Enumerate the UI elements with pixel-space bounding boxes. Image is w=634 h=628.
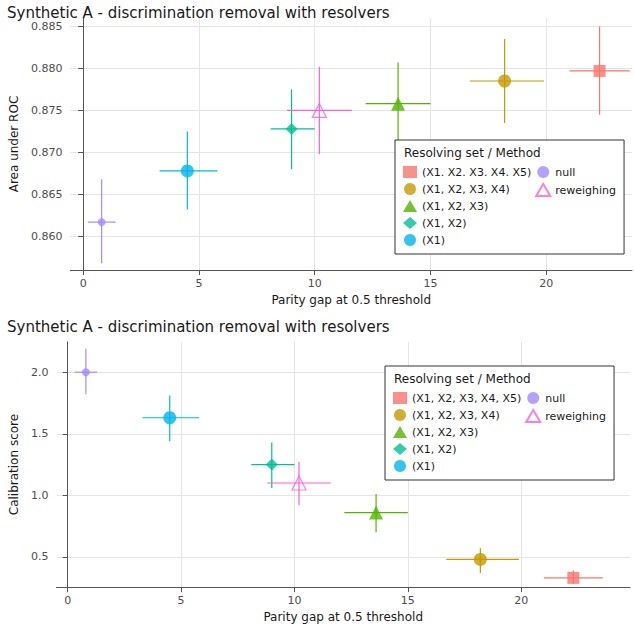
svg-text:10: 10 <box>308 277 322 290</box>
svg-text:null: null <box>555 166 575 179</box>
svg-text:0: 0 <box>64 594 71 607</box>
svg-text:(X1, X2): (X1, X2) <box>422 217 467 230</box>
svg-text:10: 10 <box>287 594 301 607</box>
svg-text:0.870: 0.870 <box>31 146 63 159</box>
svg-text:0.865: 0.865 <box>31 188 63 201</box>
svg-text:Calibration score: Calibration score <box>7 414 21 515</box>
svg-text:(X1, X2, X3): (X1, X2, X3) <box>422 200 488 213</box>
svg-text:5: 5 <box>195 277 202 290</box>
svg-text:Parity gap at 0.5 threshold: Parity gap at 0.5 threshold <box>271 293 431 307</box>
svg-text:Parity gap at 0.5 threshold: Parity gap at 0.5 threshold <box>263 610 423 624</box>
svg-text:0.875: 0.875 <box>31 104 63 117</box>
svg-text:0: 0 <box>80 277 87 290</box>
svg-text:1.0: 1.0 <box>31 489 49 502</box>
svg-text:20: 20 <box>539 277 553 290</box>
svg-text:Resolving set / Method: Resolving set / Method <box>404 146 541 160</box>
svg-text:0.880: 0.880 <box>31 62 63 75</box>
svg-text:(X1, X2, X3, X4): (X1, X2, X3, X4) <box>412 409 500 422</box>
svg-text:20: 20 <box>514 594 528 607</box>
svg-text:Synthetic A - discrimination r: Synthetic A - discrimination removal wit… <box>7 318 390 336</box>
svg-text:(X1, X2, X3, X4): (X1, X2, X3, X4) <box>422 183 510 196</box>
svg-text:(X1. X2. X3. X4. X5): (X1. X2. X3. X4. X5) <box>422 166 531 179</box>
svg-text:reweighing: reweighing <box>555 184 616 197</box>
svg-text:(X1, X2, X3, X4, X5): (X1, X2, X3, X4, X5) <box>412 392 521 405</box>
svg-text:null: null <box>545 392 565 405</box>
svg-text:Synthetic A - discrimination r: Synthetic A - discrimination removal wit… <box>7 4 390 22</box>
svg-text:2.0: 2.0 <box>31 366 49 379</box>
svg-text:15: 15 <box>424 277 438 290</box>
svg-text:0.885: 0.885 <box>31 20 63 33</box>
svg-text:(X1, X2): (X1, X2) <box>412 443 457 456</box>
svg-text:Resolving set / Method: Resolving set / Method <box>394 372 531 386</box>
svg-text:1.5: 1.5 <box>31 427 49 440</box>
svg-text:0.5: 0.5 <box>31 550 49 563</box>
svg-text:0.860: 0.860 <box>31 230 63 243</box>
svg-text:5: 5 <box>178 594 185 607</box>
svg-text:15: 15 <box>401 594 415 607</box>
svg-text:(X1): (X1) <box>422 234 445 247</box>
svg-text:(X1, X2, X3): (X1, X2, X3) <box>412 426 478 439</box>
svg-text:(X1): (X1) <box>412 460 435 473</box>
svg-text:Area under ROC: Area under ROC <box>7 96 21 193</box>
svg-text:reweighing: reweighing <box>545 410 606 423</box>
